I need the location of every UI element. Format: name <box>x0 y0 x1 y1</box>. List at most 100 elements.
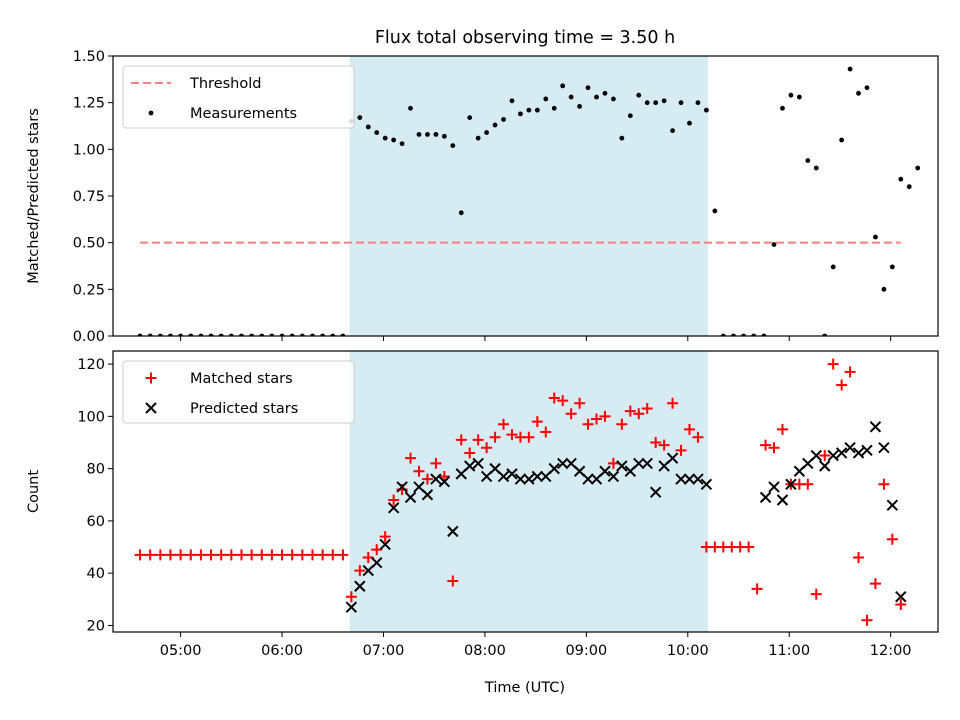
matched-star-point <box>886 533 898 545</box>
predicted-star-point <box>633 457 645 470</box>
matched-star-point <box>286 549 298 561</box>
measurement-point <box>915 165 921 171</box>
measurement-point <box>881 286 887 292</box>
measurement-point <box>813 165 819 171</box>
measurement-point <box>458 210 464 216</box>
matched-star-point <box>743 541 755 553</box>
predicted-star-point <box>861 444 873 457</box>
x-tick-label: 08:00 <box>464 643 506 659</box>
matched-star-point <box>413 465 425 477</box>
matched-star-point <box>675 444 687 456</box>
matched-star-point <box>327 549 339 561</box>
matched-star-point <box>836 379 848 391</box>
matched-star-point <box>523 431 535 443</box>
predicted-star-point <box>675 473 687 485</box>
matched-star-point <box>607 457 619 469</box>
predicted-star-point <box>548 462 560 475</box>
measurement-point <box>585 85 591 91</box>
measurement-point <box>602 90 608 96</box>
predicted-star-point <box>819 460 831 472</box>
matched-star-point <box>371 544 383 556</box>
predicted-star-point <box>616 460 628 472</box>
predicted-star-point <box>438 475 451 488</box>
matched-star-point <box>405 452 417 464</box>
matched-star-point <box>134 549 146 561</box>
measurement-point <box>805 158 811 163</box>
top-y-tick-label: 1.00 <box>73 142 105 158</box>
measurement-point <box>636 92 642 98</box>
matched-star-point <box>878 478 890 490</box>
matched-star-point <box>489 431 501 443</box>
matched-star-point <box>345 591 357 603</box>
measurement-point <box>492 122 498 128</box>
measurement-point <box>467 115 473 120</box>
predicted-star-point <box>354 580 366 592</box>
predicted-star-point <box>464 460 476 472</box>
matched-star-point <box>498 418 510 430</box>
predicted-star-point <box>430 473 442 485</box>
matched-star-point <box>430 457 442 469</box>
top-y-tick-label: 0.00 <box>73 329 105 345</box>
bottom-y-tick-label: 40 <box>87 566 105 582</box>
predicted-star-point <box>387 502 400 514</box>
measurement-point <box>889 264 895 270</box>
measurement-point <box>830 264 836 270</box>
bottom-y-tick-label: 20 <box>87 618 105 634</box>
matched-star-point <box>215 549 227 561</box>
bottom-highlight-span <box>349 351 709 632</box>
predicted-star-point <box>514 473 527 485</box>
predicted-star-point <box>421 489 434 501</box>
top-y-tick-label: 0.50 <box>73 236 105 252</box>
matched-star-point <box>205 549 217 561</box>
measurement-point <box>534 107 540 113</box>
top-panel: 0.00 0.25 0.50 0.75 1.00 1.25 1.50 Matched/Pred… <box>26 49 939 345</box>
bottom-y-tick-label: 120 <box>77 357 105 373</box>
matched-star-point <box>481 442 493 454</box>
matched-star-point <box>421 473 433 485</box>
matched-star-point <box>506 429 518 441</box>
predicted-star-point <box>447 525 459 538</box>
top-y-tick-label: 0.75 <box>73 189 105 205</box>
chart-title: Flux total observing time = 3.50 h <box>375 28 675 48</box>
measurement-point <box>712 208 718 214</box>
matched-star-point <box>362 552 374 564</box>
matched-star-point <box>195 549 207 561</box>
measurement-point <box>543 96 549 102</box>
measurement-point <box>796 94 802 100</box>
measurement-point <box>856 90 861 96</box>
measurement-point <box>526 107 532 113</box>
measurement-point <box>365 124 371 130</box>
matched-star-point <box>844 366 856 378</box>
bottom-legend-box <box>122 360 355 424</box>
bottom-y-tick-label: 60 <box>87 514 105 530</box>
measurement-point <box>518 111 523 117</box>
predicted-star-point <box>683 473 696 485</box>
legend-label: Measurements <box>190 106 297 122</box>
matched-star-point <box>869 578 881 590</box>
matched-star-point <box>557 395 569 407</box>
predicted-star-point <box>556 457 569 470</box>
predicted-star-point <box>869 421 882 433</box>
top-y-tick-label: 0.25 <box>73 282 105 298</box>
matched-star-point <box>246 549 258 561</box>
matched-star-point <box>591 413 603 425</box>
predicted-star-point <box>776 494 789 506</box>
measurement-point <box>551 105 557 111</box>
matched-star-point <box>185 549 197 561</box>
bottom-y-tick-label: 80 <box>87 462 105 478</box>
measurement-point <box>433 132 439 137</box>
matched-star-point <box>861 614 873 626</box>
measurement-point <box>653 100 659 106</box>
measurement-point <box>780 105 785 111</box>
matched-star-point <box>455 434 467 446</box>
bottom-y-axis-label: Count <box>26 470 42 513</box>
legend-measurement-swatch <box>148 110 154 116</box>
matched-star-point <box>175 549 187 561</box>
x-tick-label: 06:00 <box>261 643 303 659</box>
predicted-star-point <box>827 449 839 462</box>
matched-star-point <box>599 410 611 422</box>
legend-label: Predicted stars <box>190 401 298 417</box>
matched-star-point <box>641 403 653 415</box>
matched-star-point <box>574 397 586 409</box>
predicted-star-point <box>666 452 679 464</box>
